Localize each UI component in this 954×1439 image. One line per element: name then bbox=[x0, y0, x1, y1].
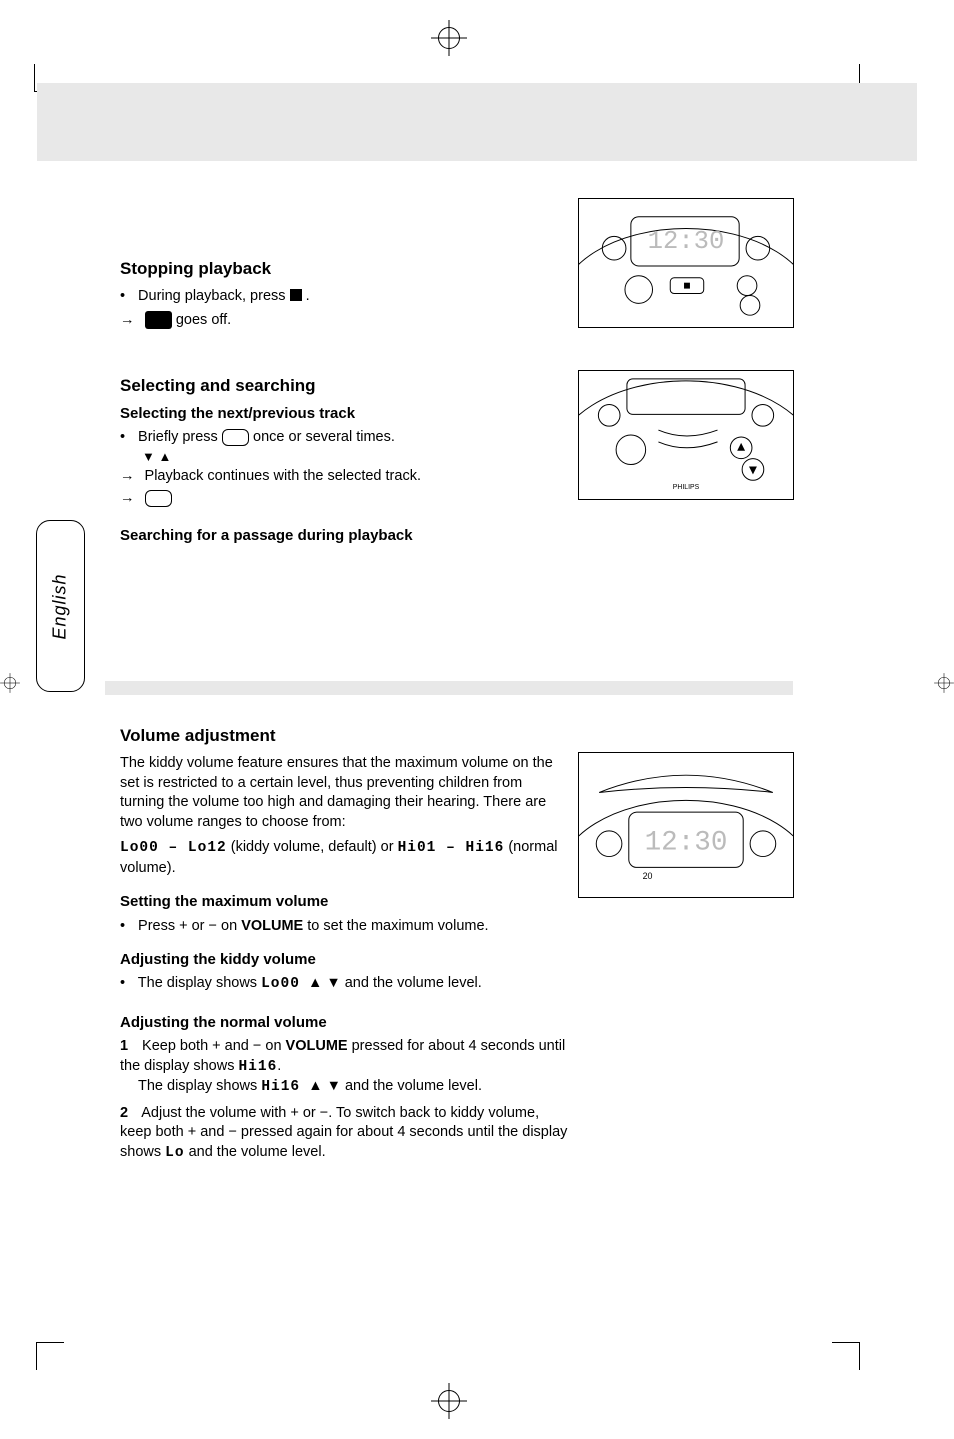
stop-line1-pre: During playback, press bbox=[138, 288, 290, 304]
vol-sub-set: Setting the maximum volume bbox=[120, 892, 570, 912]
corner-tick-br bbox=[820, 1342, 860, 1382]
illustration-b: PHILIPS bbox=[578, 370, 794, 500]
step-number: 2 bbox=[120, 1104, 138, 1124]
sel-step1-pre: Briefly press bbox=[138, 429, 222, 445]
play-indicator-chip bbox=[145, 311, 172, 330]
reg-mark-top bbox=[431, 20, 467, 56]
normal-dot-pre: The display shows bbox=[138, 1078, 261, 1094]
vol-sub-kiddy: Adjusting the kiddy volume bbox=[120, 950, 570, 970]
selecting-title: Selecting and searching bbox=[120, 375, 500, 398]
section-stopping: Stopping playback • During playback, pre… bbox=[120, 258, 500, 330]
arrow-icon: → bbox=[120, 311, 135, 331]
page-header-bar bbox=[37, 83, 917, 161]
vol-body1-pre: The kiddy volume feature ensures that th… bbox=[120, 755, 553, 830]
reg-mark-right bbox=[934, 673, 954, 693]
illustration-c: 12:30 20 bbox=[578, 752, 794, 898]
bullet-icon: • bbox=[120, 974, 134, 994]
section-selecting: Selecting and searching Selecting the ne… bbox=[120, 375, 500, 551]
normal-step2-seg: Lo bbox=[165, 1145, 184, 1161]
svg-text:12:30: 12:30 bbox=[648, 227, 725, 256]
bullet-icon: • bbox=[120, 428, 134, 448]
bullet-icon: • bbox=[120, 917, 134, 937]
normal-step2-pre: Adjust the volume with + or −. To switch… bbox=[120, 1105, 567, 1160]
language-tab: English bbox=[36, 520, 85, 692]
vol-body1-mid: (kiddy volume, default) or bbox=[231, 839, 398, 855]
down-triangle-icon: ▼ bbox=[142, 449, 155, 464]
normal-dot-seg: Hi16 bbox=[261, 1079, 300, 1095]
svg-text:20: 20 bbox=[643, 871, 653, 881]
kiddy-dot-post: and the volume level. bbox=[345, 975, 482, 991]
step-number: 1 bbox=[120, 1037, 138, 1057]
stop-square-icon bbox=[290, 289, 302, 301]
kiddy-dot-pre: The display shows bbox=[138, 975, 261, 991]
vol-sub-normal: Adjusting the normal volume bbox=[120, 1013, 570, 1033]
vol-set-line1-pre: Press + or − on bbox=[138, 918, 241, 934]
svg-text:PHILIPS: PHILIPS bbox=[673, 484, 700, 491]
arrow-icon: → bbox=[120, 489, 135, 509]
vol-hi-seg: Hi01 – Hi16 bbox=[398, 840, 505, 856]
vol-set-line1-post: to set the maximum volume. bbox=[307, 918, 488, 934]
volume-key-label: VOLUME bbox=[241, 918, 303, 934]
normal-step1-pre: Keep both + and − on bbox=[142, 1038, 286, 1054]
normal-step2-post: and the volume level. bbox=[189, 1144, 326, 1160]
language-tab-label: English bbox=[50, 573, 71, 639]
device-illustration-a-svg: 12:30 bbox=[579, 199, 793, 327]
skip-key-icon bbox=[145, 490, 172, 507]
normal-seg1: Hi16 bbox=[238, 1059, 277, 1075]
up-triangle-icon: ▲ bbox=[159, 449, 172, 464]
kiddy-seg: Lo00 bbox=[261, 976, 300, 992]
illustration-a: 12:30 bbox=[578, 198, 794, 328]
skip-key-icon bbox=[222, 429, 249, 446]
normal-dot-post: and the volume level. bbox=[345, 1078, 482, 1094]
device-illustration-c-svg: 12:30 20 bbox=[579, 753, 793, 897]
sel-step1-post: once or several times. bbox=[253, 429, 395, 445]
selecting-sub2: Searching for a passage during playback bbox=[120, 526, 500, 546]
updown-icon: ▲ ▼ bbox=[308, 975, 341, 991]
reg-mark-left bbox=[0, 673, 20, 693]
device-illustration-b-svg: PHILIPS bbox=[579, 371, 793, 499]
volume-title: Volume adjustment bbox=[120, 725, 570, 748]
volume-key-label: VOLUME bbox=[286, 1038, 348, 1054]
svg-text:12:30: 12:30 bbox=[645, 828, 728, 859]
updown-icon: ▲ ▼ bbox=[308, 1078, 341, 1094]
selecting-sub1: Selecting the next/previous track bbox=[120, 404, 500, 424]
stop-line2: goes off. bbox=[176, 312, 231, 328]
corner-tick-bl bbox=[36, 1342, 76, 1382]
stop-line1-post: . bbox=[306, 288, 310, 304]
bullet-icon: • bbox=[120, 287, 134, 307]
sel-arrowline1: Playback continues with the selected tra… bbox=[145, 468, 421, 484]
gray-strip-middle bbox=[105, 681, 793, 695]
vol-lo-seg: Lo00 – Lo12 bbox=[120, 840, 227, 856]
section-volume: Volume adjustment The kiddy volume featu… bbox=[120, 725, 570, 1164]
arrow-icon: → bbox=[120, 467, 135, 487]
reg-mark-bottom bbox=[431, 1383, 467, 1419]
stopping-title: Stopping playback bbox=[120, 258, 500, 281]
